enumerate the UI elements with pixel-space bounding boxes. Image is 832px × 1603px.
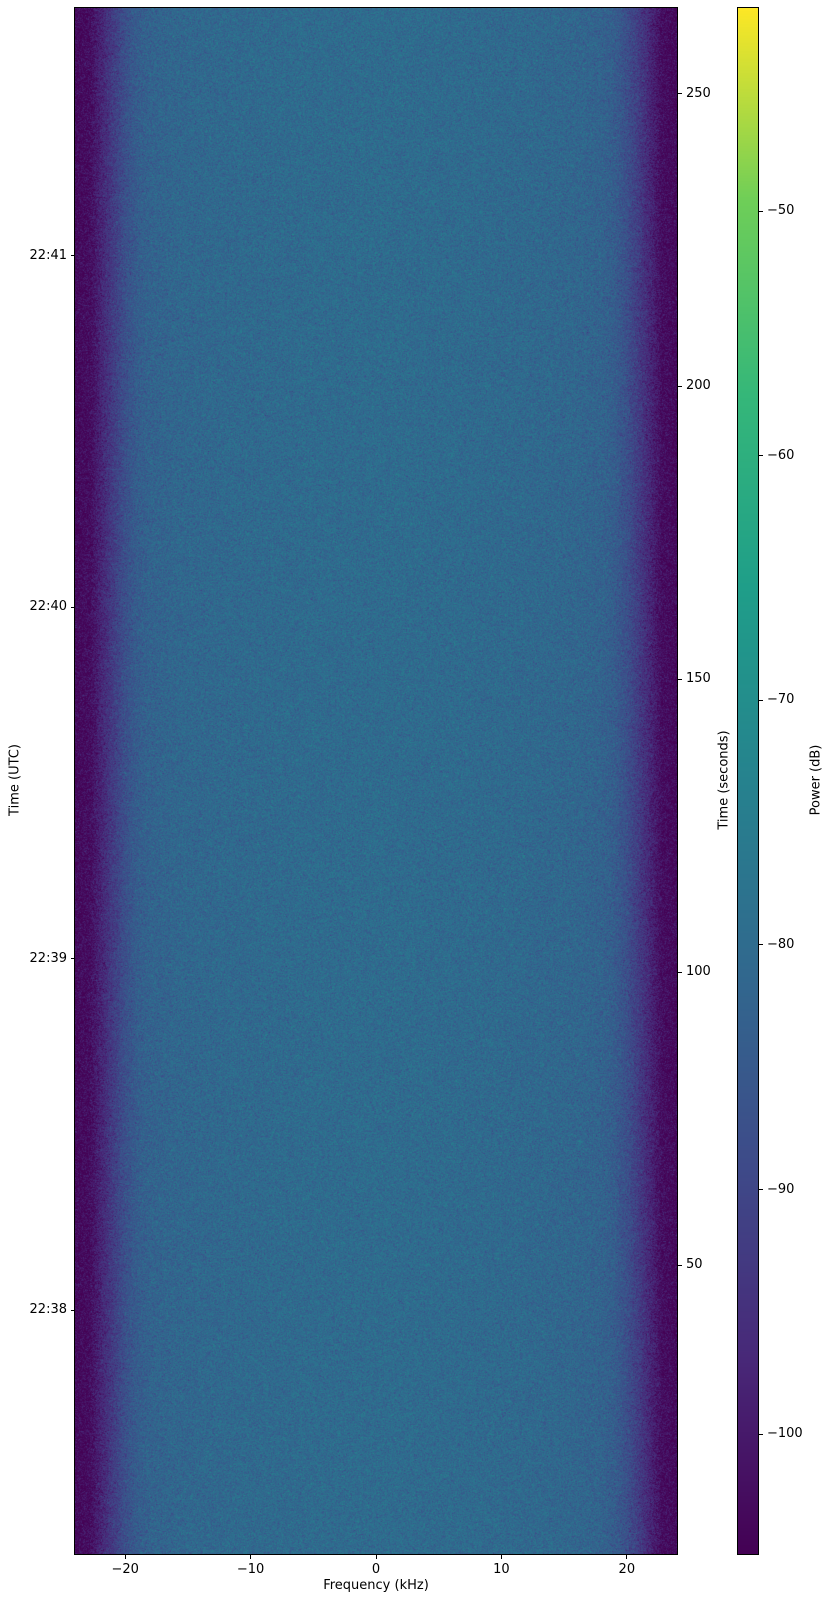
x-tick-label: −10 xyxy=(236,1562,265,1577)
y-tick-label-seconds: 200 xyxy=(686,378,711,394)
colorbar-tick-mark xyxy=(759,455,763,457)
y-tick-label-seconds: 150 xyxy=(686,671,711,687)
y-tick-mark-utc xyxy=(71,255,75,257)
y-tick-label-seconds: 100 xyxy=(686,964,711,980)
colorbar-canvas xyxy=(738,8,758,1554)
colorbar-tick-mark xyxy=(759,210,763,212)
spectrogram-canvas xyxy=(75,8,677,1554)
colorbar-tick-mark xyxy=(759,944,763,946)
x-tick-mark xyxy=(250,1555,252,1559)
colorbar-tick-mark xyxy=(759,699,763,701)
y-tick-label-utc: 22:40 xyxy=(29,599,67,615)
y-tick-mark-utc xyxy=(71,958,75,960)
x-tick-mark xyxy=(626,1555,628,1559)
colorbar-tick-mark xyxy=(759,1189,763,1191)
x-tick-mark xyxy=(375,1555,377,1559)
x-axis-label: Frequency (kHz) xyxy=(323,1578,429,1593)
y-tick-label-utc: 22:38 xyxy=(29,1302,67,1318)
y-tick-mark-utc xyxy=(71,606,75,608)
x-tick-label: −20 xyxy=(111,1562,139,1577)
colorbar-tick-label: −100 xyxy=(767,1426,803,1442)
y-tick-label-utc: 22:41 xyxy=(29,247,67,263)
colorbar-tick-label: −60 xyxy=(767,447,795,463)
y-tick-mark-utc xyxy=(71,1309,75,1311)
colorbar-tick-label: −70 xyxy=(767,692,795,708)
y-tick-label-utc: 22:39 xyxy=(29,950,67,966)
y-axis-label-left: Time (UTC) xyxy=(7,744,23,816)
y-tick-mark-seconds xyxy=(678,93,682,95)
x-tick-mark xyxy=(500,1555,502,1559)
y-tick-label-seconds: 50 xyxy=(686,1257,703,1273)
colorbar-tick-label: −80 xyxy=(767,936,795,952)
y-tick-label-seconds: 250 xyxy=(686,85,711,101)
y-tick-mark-seconds xyxy=(678,678,682,680)
x-tick-mark xyxy=(124,1555,126,1559)
x-tick-label: 10 xyxy=(493,1562,510,1577)
colorbar-tick-label: −50 xyxy=(767,203,795,219)
colorbar-tick-label: −90 xyxy=(767,1181,795,1197)
x-tick-label: 20 xyxy=(618,1562,636,1577)
y-tick-mark-seconds xyxy=(678,971,682,973)
y-tick-mark-seconds xyxy=(678,1264,682,1266)
x-tick-label: 0 xyxy=(371,1562,381,1577)
y-axis-label-right: Time (seconds) xyxy=(716,730,732,830)
colorbar-axis-label: Power (dB) xyxy=(808,744,824,816)
y-tick-mark-seconds xyxy=(678,385,682,387)
colorbar-tick-mark xyxy=(759,1433,763,1435)
